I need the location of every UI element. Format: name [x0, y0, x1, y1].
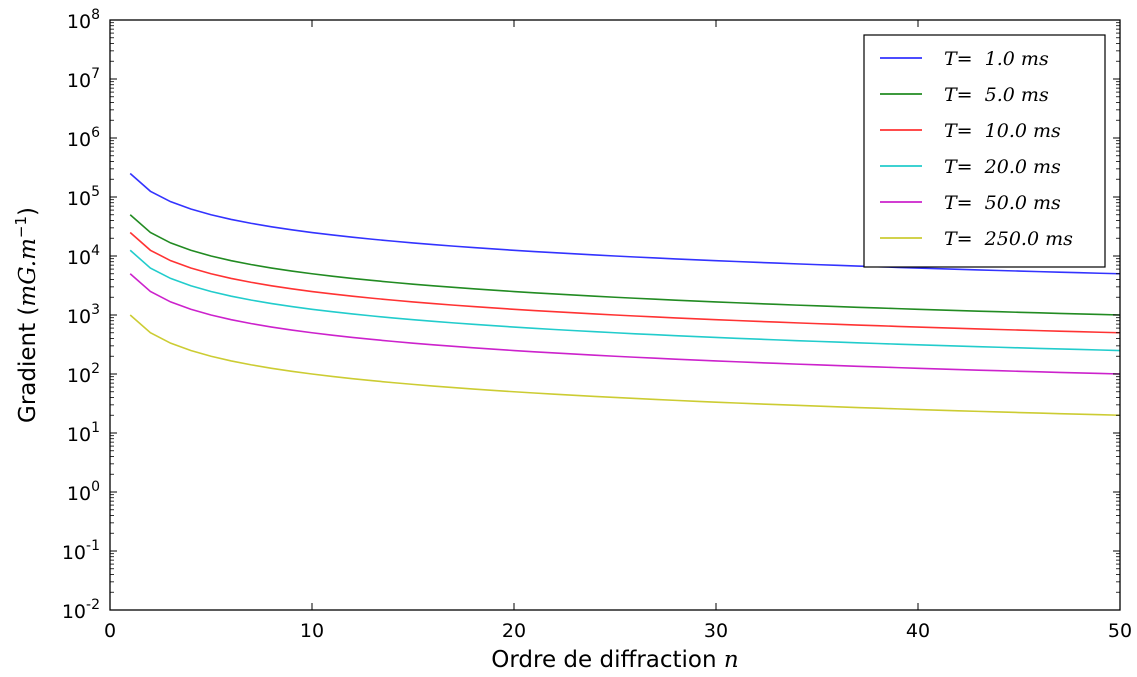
series-line-4 — [129, 273, 1121, 375]
y-tick-label-exponent: 1 — [91, 420, 100, 436]
x-tick-label-0: 0 — [104, 620, 116, 642]
y-tick-label-base: 10 — [67, 365, 91, 387]
y-tick-label-exponent: 7 — [91, 66, 100, 82]
series-line-3 — [129, 249, 1121, 352]
y-tick-label-8: 106 — [67, 125, 100, 151]
y-tick-label-base: 10 — [67, 188, 91, 210]
y-axis-label-text: Gradient ( — [15, 307, 41, 423]
y-tick-label-base: 10 — [67, 70, 91, 92]
y-tick-label-exponent: 8 — [91, 7, 100, 23]
y-tick-label-exponent: 4 — [91, 243, 100, 259]
legend-label-1: T= 5.0 ms — [944, 84, 1049, 106]
y-tick-label-exponent: 0 — [91, 479, 100, 495]
y-tick-label-exponent: 6 — [91, 125, 100, 141]
series-line-0 — [129, 172, 1121, 275]
y-tick-label-exponent: 3 — [91, 302, 100, 318]
x-tick-label-1: 10 — [300, 620, 324, 642]
x-axis-label-text: Ordre de diffraction — [491, 647, 716, 673]
x-axis-label: Ordre de diffraction n — [491, 647, 738, 673]
y-tick-label-base: 10 — [62, 542, 86, 564]
y-tick-label-base: 10 — [67, 483, 91, 505]
y-tick-label-3: 101 — [67, 420, 100, 446]
y-tick-label-0: 10-2 — [62, 597, 100, 623]
y-tick-label-exponent: 5 — [91, 184, 100, 200]
y-tick-label-4: 102 — [67, 361, 100, 387]
legend: T= 1.0 ms T= 5.0 ms T= 10.0 ms T= 20.0 ms T=… — [863, 34, 1106, 268]
y-tick-label-base: 10 — [67, 11, 91, 33]
y-tick-label-10: 108 — [67, 7, 100, 33]
x-tick-label-2: 20 — [502, 620, 526, 642]
series-line-1 — [129, 214, 1121, 316]
y-tick-label-2: 100 — [67, 479, 100, 505]
legend-label-5: T= 250.0 ms — [944, 228, 1073, 250]
legend-label-2: T= 10.0 ms — [944, 120, 1061, 142]
y-tick-label-base: 10 — [62, 601, 86, 623]
legend-label-4: T= 50.0 ms — [944, 192, 1061, 214]
legend-label-3: T= 20.0 ms — [944, 156, 1061, 178]
y-axis-label-close: ) — [15, 207, 41, 216]
legend-label-0: T= 1.0 ms — [944, 48, 1049, 70]
x-axis-label-var: n — [724, 647, 739, 673]
x-tick-label-3: 30 — [704, 620, 728, 642]
y-tick-label-7: 105 — [67, 184, 100, 210]
legend-box — [863, 34, 1106, 268]
series-layer — [129, 172, 1121, 417]
y-tick-label-base: 10 — [67, 129, 91, 151]
y-tick-label-6: 104 — [67, 243, 100, 269]
series-line-2 — [129, 231, 1121, 334]
ticks-layer: 0 10 20 30 40 5010-210-1100101102103104105106… — [62, 7, 1132, 642]
y-tick-label-5: 103 — [67, 302, 100, 328]
y-axis-label-exp: −1 — [12, 216, 30, 238]
x-tick-label-4: 40 — [906, 620, 930, 642]
y-tick-label-exponent: -1 — [86, 538, 100, 554]
y-axis-label-math: mG.m — [15, 238, 41, 306]
y-tick-label-base: 10 — [67, 306, 91, 328]
y-tick-label-9: 107 — [67, 66, 100, 92]
y-axis-label: Gradient (mG.m−1) — [12, 207, 41, 423]
y-tick-label-base: 10 — [67, 247, 91, 269]
y-tick-label-exponent: 2 — [91, 361, 100, 377]
y-tick-label-exponent: -2 — [86, 597, 100, 613]
x-tick-label-5: 50 — [1108, 620, 1132, 642]
y-tick-label-1: 10-1 — [62, 538, 100, 564]
y-tick-label-base: 10 — [67, 424, 91, 446]
series-line-5 — [129, 314, 1121, 417]
